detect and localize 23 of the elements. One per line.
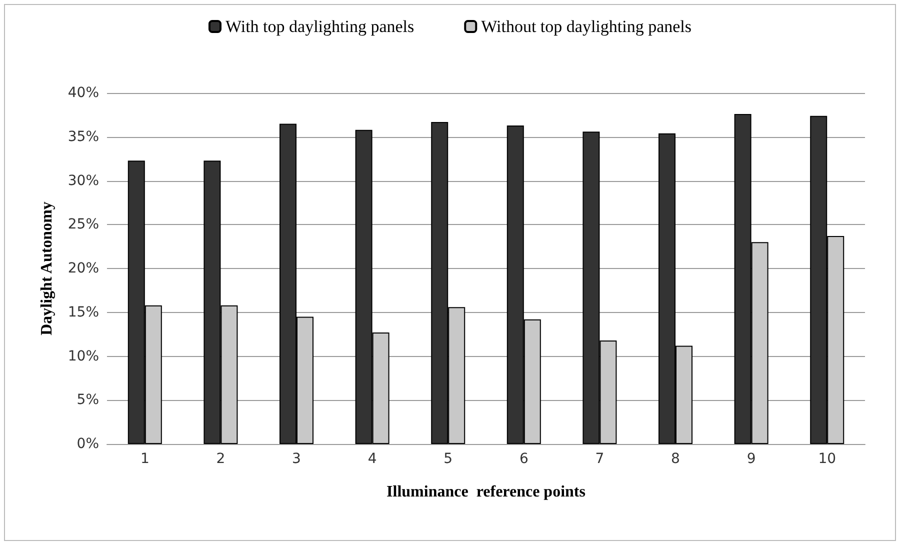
legend-label: With top daylighting panels bbox=[225, 17, 414, 36]
x-tick-label: 5 bbox=[444, 451, 453, 467]
x-tick-label: 6 bbox=[519, 451, 528, 467]
y-tick-label: 10% bbox=[68, 348, 99, 364]
x-tick-label: 8 bbox=[671, 451, 680, 467]
x-tick-label: 4 bbox=[368, 451, 377, 467]
x-tick-label: 10 bbox=[818, 451, 836, 467]
x-tick-label: 1 bbox=[140, 451, 150, 467]
y-tick-label: 5% bbox=[76, 392, 99, 408]
y-tick-label: 40% bbox=[68, 85, 99, 101]
y-tick-label: 15% bbox=[68, 304, 99, 320]
y-tick-label: 20% bbox=[68, 260, 99, 276]
x-tick-label: 3 bbox=[292, 451, 301, 467]
x-axis-title: Illuminance reference points bbox=[386, 484, 586, 500]
y-tick-label: 25% bbox=[68, 216, 99, 233]
y-axis-title: Daylight Autonomy bbox=[38, 202, 56, 336]
legend-label: Without top daylighting panels bbox=[481, 17, 692, 36]
y-tick-label: 0% bbox=[76, 436, 99, 452]
x-tick-label: 9 bbox=[746, 451, 756, 467]
y-tick-label: 30% bbox=[68, 172, 99, 189]
y-tick-label: 35% bbox=[68, 128, 99, 145]
x-tick-label: 2 bbox=[216, 451, 226, 467]
x-tick-label: 7 bbox=[595, 451, 604, 467]
